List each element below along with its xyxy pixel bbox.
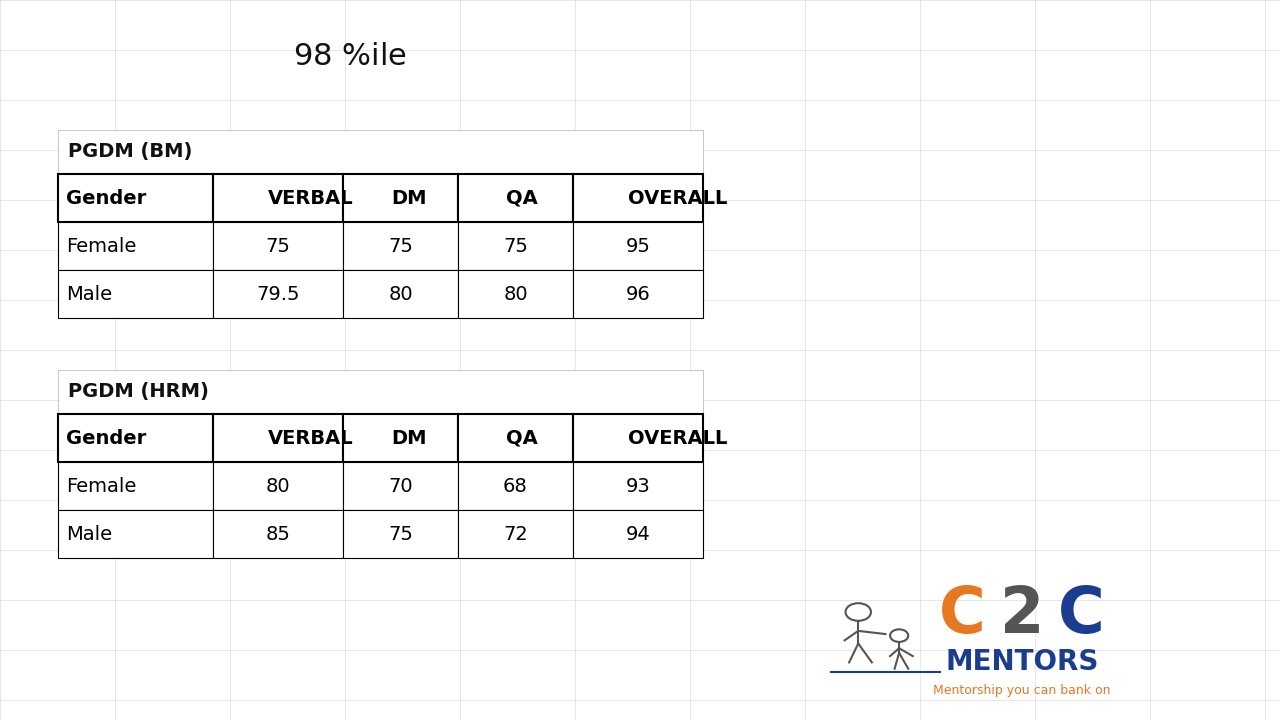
Bar [343,174,458,222]
Bar [212,510,343,558]
Text: 80: 80 [266,477,291,495]
Bar [458,174,573,222]
Text: $\mathregular{98\ \%ile}$: $\mathregular{98\ \%ile}$ [293,42,407,71]
Bar [573,510,703,558]
Text: 75: 75 [265,236,291,256]
Text: QA: QA [507,428,538,448]
Bar [573,174,703,222]
Text: 70: 70 [388,477,413,495]
Bar [343,414,458,462]
Text: 95: 95 [626,236,650,256]
Text: OVERALL: OVERALL [627,189,727,207]
Bar [212,462,343,510]
Bar [58,462,212,510]
Text: QA: QA [507,189,538,207]
Text: Gender: Gender [67,428,146,448]
Text: 75: 75 [388,236,413,256]
Text: 94: 94 [626,524,650,544]
Bar [212,222,343,270]
Text: Female: Female [67,477,137,495]
Text: 75: 75 [388,524,413,544]
Text: Female: Female [67,236,137,256]
Text: 93: 93 [626,477,650,495]
Bar [343,462,458,510]
Bar [458,510,573,558]
Bar [573,222,703,270]
Text: Mentorship you can bank on: Mentorship you can bank on [933,684,1111,697]
Text: MENTORS: MENTORS [945,649,1098,676]
Bar [58,414,212,462]
Bar [573,462,703,510]
Text: 68: 68 [503,477,527,495]
Text: DM: DM [392,189,426,207]
Text: VERBAL: VERBAL [268,428,353,448]
Text: 72: 72 [503,524,527,544]
Bar [58,174,212,222]
Text: Gender: Gender [67,189,146,207]
Bar [458,222,573,270]
Text: C: C [940,584,986,646]
Bar [343,222,458,270]
Bar [573,270,703,318]
Bar [58,370,703,414]
Bar [343,510,458,558]
Bar [212,270,343,318]
Text: PGDM (BM): PGDM (BM) [68,143,192,161]
Text: C: C [1057,584,1105,646]
Text: PGDM (HRM): PGDM (HRM) [68,382,209,402]
Bar [573,414,703,462]
Text: 80: 80 [503,284,527,304]
Bar [343,270,458,318]
Bar [58,510,212,558]
Text: Male: Male [67,524,113,544]
Bar [212,414,343,462]
Text: DM: DM [392,428,426,448]
Bar [458,414,573,462]
Text: 85: 85 [265,524,291,544]
Text: Male: Male [67,284,113,304]
Text: 79.5: 79.5 [256,284,300,304]
Bar [58,222,212,270]
Bar [458,270,573,318]
Text: OVERALL: OVERALL [627,428,727,448]
Text: 75: 75 [503,236,527,256]
Bar [212,174,343,222]
Text: 96: 96 [626,284,650,304]
Bar [58,270,212,318]
Bar [58,130,703,174]
Bar [458,462,573,510]
Text: VERBAL: VERBAL [268,189,353,207]
Text: 80: 80 [388,284,413,304]
Text: 2: 2 [1000,584,1044,646]
